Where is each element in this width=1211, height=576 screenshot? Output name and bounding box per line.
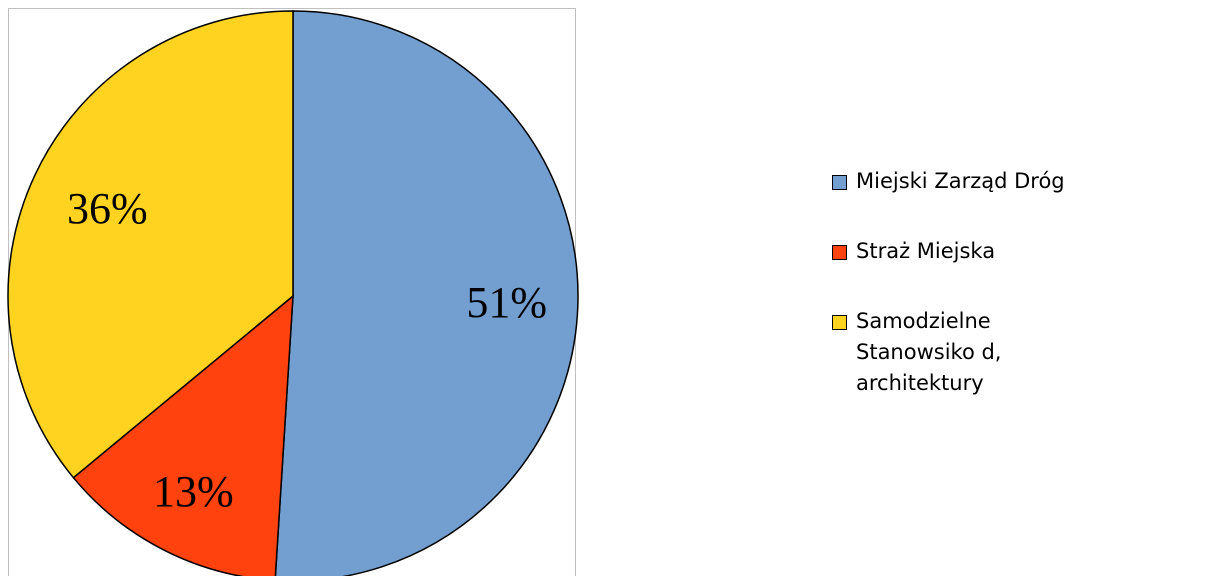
legend-label: Samodzielne Stanowsiko d, architektury: [856, 309, 1002, 395]
legend-label: Straż Miejska: [856, 239, 996, 263]
pie-slice: [7, 10, 294, 479]
pie-slice: [72, 294, 294, 576]
legend-swatch: [832, 245, 847, 260]
legend-item: Samodzielne Stanowsiko d, architektury: [832, 306, 1116, 399]
legend-label: Miejski Zarząd Dróg: [856, 169, 1065, 193]
legend: Miejski Zarząd Dróg Straż Miejska Samodz…: [832, 166, 1211, 438]
slice-data-label: 51%: [466, 278, 547, 327]
pie-slices: [7, 10, 579, 576]
slice-data-label: 36%: [67, 184, 148, 233]
pie-slice: [274, 10, 579, 576]
legend-swatch: [832, 175, 847, 190]
pie-data-labels: 51% 13% 36%: [67, 184, 547, 516]
legend-swatch: [832, 315, 847, 330]
slice-data-label: 13%: [153, 467, 234, 516]
legend-item: Straż Miejska: [832, 236, 1211, 267]
legend-item: Miejski Zarząd Dróg: [832, 166, 1211, 197]
